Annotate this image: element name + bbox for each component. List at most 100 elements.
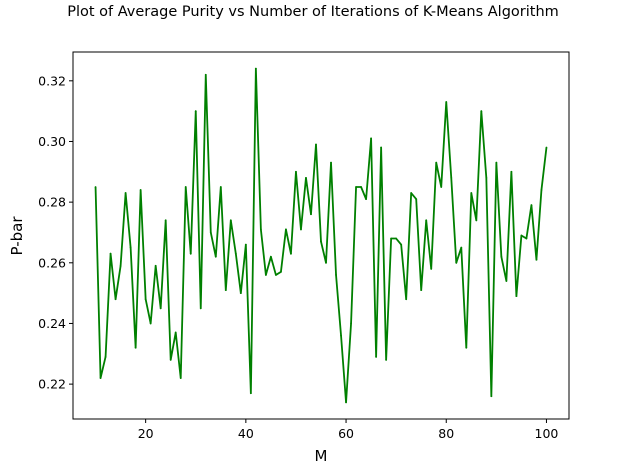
data-point bbox=[124, 192, 127, 194]
x-tick-label: 100 bbox=[535, 426, 559, 441]
data-point bbox=[485, 176, 488, 179]
data-point bbox=[340, 334, 342, 337]
data-point bbox=[280, 271, 282, 273]
data-point bbox=[295, 170, 297, 173]
data-point bbox=[149, 322, 152, 325]
data-point bbox=[254, 67, 257, 70]
y-tick-label: 0.26 bbox=[38, 255, 66, 270]
data-point bbox=[510, 170, 513, 173]
series-line bbox=[94, 67, 548, 404]
data-point bbox=[285, 228, 287, 231]
data-point bbox=[264, 274, 267, 276]
data-point bbox=[310, 213, 312, 216]
data-point bbox=[134, 346, 137, 349]
data-point bbox=[420, 289, 423, 291]
plot-frame bbox=[72, 51, 570, 420]
data-point bbox=[525, 237, 528, 240]
data-point bbox=[199, 307, 202, 310]
data-point bbox=[465, 346, 468, 349]
data-point bbox=[380, 146, 383, 149]
data-point bbox=[480, 110, 483, 113]
x-tick-label: 80 bbox=[438, 426, 454, 441]
data-point bbox=[194, 110, 197, 113]
y-tick-label: 0.24 bbox=[38, 316, 66, 331]
data-point bbox=[109, 252, 112, 255]
data-point bbox=[214, 255, 217, 258]
data-point bbox=[244, 243, 247, 246]
data-point bbox=[320, 240, 322, 243]
data-point bbox=[400, 243, 403, 246]
data-point bbox=[104, 355, 107, 358]
data-point bbox=[425, 219, 428, 222]
data-point bbox=[209, 231, 212, 234]
y-axis: 0.22 0.24 0.26 0.28 0.30 0.32 bbox=[38, 73, 73, 392]
data-point bbox=[249, 392, 252, 395]
data-point bbox=[375, 355, 378, 358]
data-point bbox=[259, 228, 262, 231]
x-axis: 20 40 60 80 100 bbox=[138, 419, 559, 441]
data-point bbox=[114, 298, 117, 301]
data-point bbox=[239, 292, 242, 295]
data-point bbox=[540, 189, 543, 191]
data-point bbox=[129, 246, 132, 249]
data-point bbox=[535, 258, 538, 261]
data-point bbox=[355, 186, 357, 188]
data-point bbox=[169, 358, 172, 361]
data-point bbox=[99, 377, 102, 379]
data-point bbox=[520, 234, 523, 237]
data-point bbox=[435, 161, 438, 164]
data-point bbox=[415, 198, 418, 201]
data-point bbox=[204, 73, 207, 76]
data-point bbox=[365, 198, 367, 201]
data-point bbox=[370, 137, 372, 140]
data-point bbox=[500, 255, 503, 258]
data-point bbox=[234, 252, 237, 255]
data-point bbox=[390, 237, 393, 240]
data-point bbox=[174, 331, 177, 334]
data-point bbox=[470, 192, 473, 194]
data-point bbox=[345, 401, 347, 404]
data-point bbox=[189, 252, 192, 255]
data-point bbox=[445, 101, 448, 103]
chart-title: Plot of Average Purity vs Number of Iter… bbox=[67, 4, 559, 20]
data-point bbox=[410, 192, 413, 194]
data-point bbox=[325, 261, 327, 264]
data-point bbox=[290, 252, 292, 255]
data-point bbox=[450, 176, 453, 179]
x-tick-label: 40 bbox=[238, 426, 254, 441]
data-point bbox=[360, 186, 362, 188]
data-point bbox=[275, 274, 277, 276]
y-tick-label: 0.32 bbox=[38, 73, 66, 88]
data-point bbox=[395, 237, 398, 240]
data-point bbox=[270, 255, 272, 258]
data-point bbox=[350, 322, 352, 325]
data-point bbox=[455, 261, 458, 264]
data-point bbox=[154, 264, 157, 267]
data-point bbox=[300, 228, 302, 231]
y-tick-label: 0.28 bbox=[38, 195, 66, 210]
data-point bbox=[495, 161, 498, 164]
series-layer bbox=[94, 67, 548, 404]
data-point bbox=[430, 267, 433, 270]
data-point bbox=[159, 307, 162, 310]
data-point bbox=[460, 246, 463, 249]
data-point bbox=[315, 143, 317, 146]
data-point bbox=[505, 280, 508, 282]
data-point bbox=[335, 274, 337, 276]
data-point bbox=[179, 377, 182, 379]
data-point bbox=[184, 186, 187, 188]
plot-area: 20 40 60 80 100 0.22 0.24 0.26 0.28 0.30 0.32 bbox=[38, 51, 570, 441]
data-point bbox=[144, 298, 147, 301]
data-point bbox=[219, 186, 222, 188]
x-tick-label: 20 bbox=[138, 426, 154, 441]
data-point bbox=[119, 264, 122, 267]
data-point bbox=[94, 186, 97, 188]
y-tick-label: 0.30 bbox=[38, 134, 66, 149]
data-point bbox=[385, 358, 388, 361]
data-point bbox=[440, 186, 443, 188]
y-axis-label: P-bar bbox=[8, 216, 26, 256]
data-point bbox=[490, 395, 493, 398]
data-point bbox=[515, 295, 518, 298]
data-point bbox=[229, 219, 232, 222]
